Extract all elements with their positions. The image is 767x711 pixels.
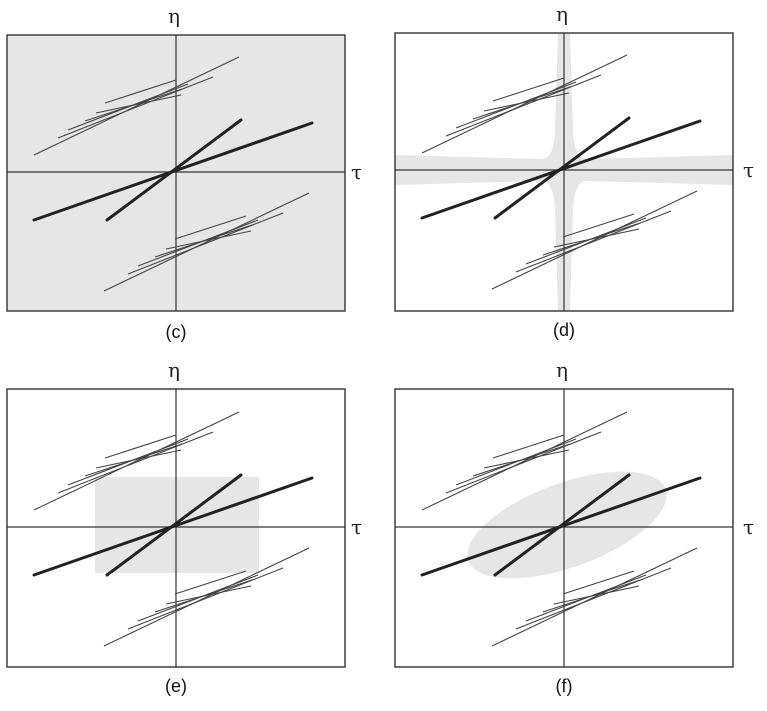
upper-line-group <box>421 54 628 154</box>
eta-label: η <box>556 358 568 382</box>
tau-label: τ <box>351 160 362 184</box>
eta-label: η <box>168 358 180 382</box>
panel-e: η τ (e) <box>6 358 362 696</box>
panel-caption: (e) <box>165 676 187 696</box>
upper-line-group <box>33 411 240 511</box>
lower-line-group <box>103 547 310 647</box>
lower-line-group <box>491 190 698 290</box>
thick-line-steep <box>493 473 631 577</box>
thick-line-steep <box>105 473 243 577</box>
upper-line-group <box>33 56 240 156</box>
upper-line-group <box>421 411 628 511</box>
panel-d: η τ (d) <box>394 2 754 340</box>
lower-line-group <box>491 547 698 647</box>
tau-label: τ <box>743 515 754 539</box>
panel-c: η (c) <box>6 4 346 342</box>
panel-caption: (d) <box>553 320 575 340</box>
eta-label: η <box>556 2 568 26</box>
lower-line-group <box>103 192 310 292</box>
tau-label: τ <box>351 515 362 539</box>
tau-label: τ <box>743 158 754 182</box>
panel-caption: (c) <box>166 322 187 342</box>
panel-caption: (f) <box>556 676 573 696</box>
eta-label: η <box>168 4 180 28</box>
panel-f: η τ (f) <box>394 358 754 696</box>
thick-line-steep <box>493 116 631 220</box>
thick-line-steep <box>105 118 243 222</box>
